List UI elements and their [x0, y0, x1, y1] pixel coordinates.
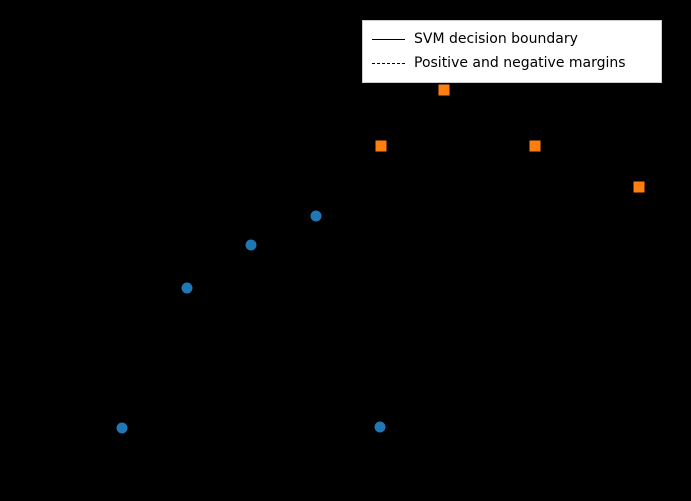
solid-line-icon — [372, 38, 405, 40]
dashed-line-icon — [372, 62, 405, 64]
positive-class-marker — [529, 140, 541, 152]
negative-class-marker — [245, 239, 257, 251]
legend-entry-decision-boundary: SVM decision boundary — [372, 27, 651, 51]
positive-class-marker — [438, 84, 450, 96]
negative-class-marker — [181, 282, 193, 294]
negative-class-marker — [374, 421, 386, 433]
legend-label-margins: Positive and negative margins — [414, 55, 626, 71]
legend-label-decision-boundary: SVM decision boundary — [414, 31, 578, 47]
negative-class-marker — [116, 422, 128, 434]
legend-entry-margins: Positive and negative margins — [372, 51, 651, 75]
legend: SVM decision boundary Positive and negat… — [362, 20, 662, 83]
negative-class-marker — [310, 210, 322, 222]
positive-class-marker — [375, 140, 387, 152]
positive-class-marker — [633, 181, 645, 193]
